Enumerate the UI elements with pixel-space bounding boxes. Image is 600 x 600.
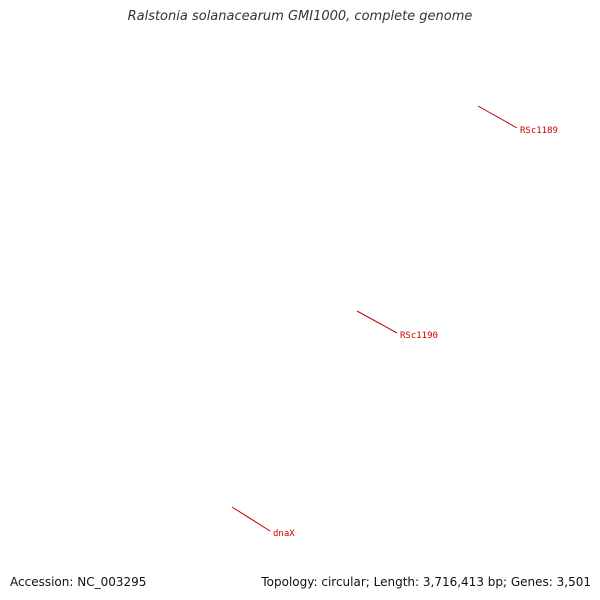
accession-text: Accession: NC_003295 [9,575,148,589]
gene-label-rsc1189[interactable]: RSc1189 [520,126,558,136]
gene-label-rsc1190[interactable]: RSc1190 [400,331,438,341]
gene-leader-line [477,105,518,129]
genome-summary-text: Topology: circular; Length: 3,716,413 bp… [260,575,592,589]
gene-label-dnax[interactable]: dnaX [273,529,295,539]
gene-leader-line [356,310,398,334]
gene-leader-line [231,506,271,532]
map-title: Ralstonia solanacearum GMI1000, complete… [127,9,473,24]
gene-labels: RSc1189 RSc1190 dnaX [231,105,558,539]
